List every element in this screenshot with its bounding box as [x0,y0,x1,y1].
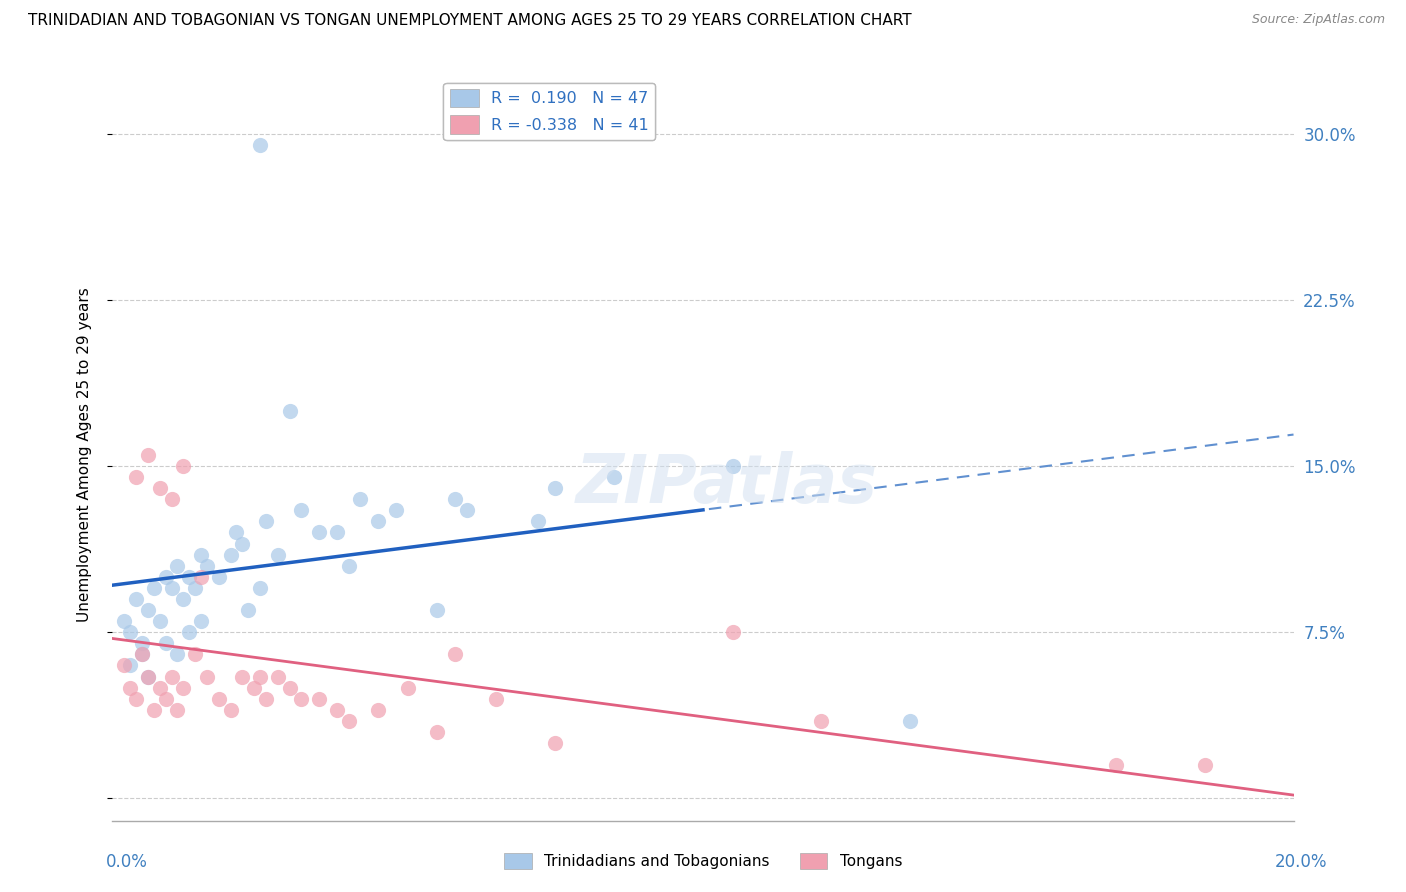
Point [172,681,194,695]
Point [898,714,921,728]
Point [155,636,177,650]
Point [267,669,290,683]
Point [190,614,212,628]
Point [544,481,567,495]
Point [1194,758,1216,772]
Point [166,703,188,717]
Point [131,648,153,662]
Point [190,548,212,562]
Point [810,714,832,728]
Point [166,558,188,573]
Point [190,570,212,584]
Point [172,458,194,473]
Point [231,536,253,550]
Point [485,691,508,706]
Point [254,515,277,529]
Point [149,481,172,495]
Point [136,669,159,683]
Point [208,570,231,584]
Point [208,691,231,706]
Point [721,458,744,473]
Point [160,492,183,507]
Point [544,736,567,750]
Legend: Trinidadians and Tobagonians, Tongans: Trinidadians and Tobagonians, Tongans [498,847,908,875]
Point [184,581,207,595]
Point [249,581,271,595]
Point [225,525,247,540]
Point [125,592,148,607]
Point [349,492,371,507]
Point [195,558,218,573]
Point [603,470,626,484]
Point [142,581,165,595]
Point [385,503,408,517]
Point [526,515,548,529]
Point [149,681,172,695]
Point [337,714,360,728]
Point [149,614,172,628]
Point [243,681,266,695]
Point [396,681,419,695]
Legend: R =  0.190   N = 47, R = -0.338   N = 41: R = 0.190 N = 47, R = -0.338 N = 41 [443,83,655,140]
Point [136,669,159,683]
Text: 0.0%: 0.0% [105,853,148,871]
Point [367,703,389,717]
Point [160,669,183,683]
Point [367,515,389,529]
Point [326,703,349,717]
Point [337,558,360,573]
Point [721,625,744,640]
Point [160,581,183,595]
Point [172,592,194,607]
Point [456,503,478,517]
Point [219,548,242,562]
Point [278,681,301,695]
Point [195,669,218,683]
Text: Source: ZipAtlas.com: Source: ZipAtlas.com [1251,13,1385,27]
Point [179,625,201,640]
Point [131,648,153,662]
Point [112,614,135,628]
Point [249,137,271,152]
Point [112,658,135,673]
Point [326,525,349,540]
Point [120,658,142,673]
Y-axis label: Unemployment Among Ages 25 to 29 years: Unemployment Among Ages 25 to 29 years [77,287,91,623]
Point [155,691,177,706]
Point [444,492,467,507]
Point [166,648,188,662]
Text: ZIPatlas: ZIPatlas [575,451,877,517]
Text: 20.0%: 20.0% [1274,853,1327,871]
Point [426,725,449,739]
Point [179,570,201,584]
Point [120,625,142,640]
Point [1105,758,1128,772]
Point [238,603,260,617]
Point [290,503,312,517]
Text: TRINIDADIAN AND TOBAGONIAN VS TONGAN UNEMPLOYMENT AMONG AGES 25 TO 29 YEARS CORR: TRINIDADIAN AND TOBAGONIAN VS TONGAN UNE… [28,13,911,29]
Point [290,691,312,706]
Point [254,691,277,706]
Point [278,403,301,417]
Point [136,448,159,462]
Point [308,525,330,540]
Point [444,648,467,662]
Point [231,669,253,683]
Point [249,669,271,683]
Point [125,691,148,706]
Point [136,603,159,617]
Point [219,703,242,717]
Point [184,648,207,662]
Point [155,570,177,584]
Point [267,548,290,562]
Point [125,470,148,484]
Point [142,703,165,717]
Point [308,691,330,706]
Point [120,681,142,695]
Point [426,603,449,617]
Point [131,636,153,650]
